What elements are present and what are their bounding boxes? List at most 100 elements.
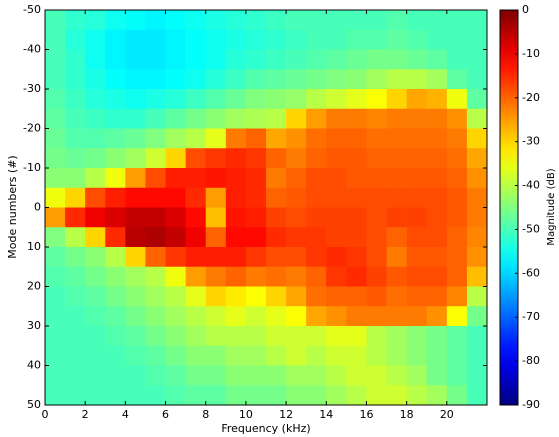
heat-cell	[266, 69, 287, 90]
heat-cell	[366, 128, 387, 149]
heat-cell	[366, 29, 387, 50]
heat-cell	[306, 306, 327, 327]
heat-cell	[125, 49, 146, 70]
heat-cell	[205, 306, 227, 327]
heat-cell	[406, 10, 428, 31]
heat-cell	[386, 306, 407, 327]
heat-cell	[406, 306, 428, 327]
heat-cell	[326, 247, 347, 268]
heat-cell	[326, 187, 347, 208]
heat-cell	[326, 286, 347, 307]
heat-cell	[85, 306, 106, 327]
heat-cell	[85, 345, 106, 366]
heat-cell	[406, 326, 428, 347]
heat-cell	[165, 345, 186, 366]
heat-cell	[65, 286, 86, 307]
x-axis-label: Frequency (kHz)	[221, 422, 310, 435]
heat-cell	[85, 266, 106, 287]
heat-cell	[165, 385, 186, 406]
heat-cell	[386, 266, 407, 287]
heat-cell	[225, 10, 247, 31]
heat-cell	[286, 69, 307, 90]
heat-cell	[346, 187, 367, 208]
heat-cell	[45, 89, 66, 110]
heat-cell	[65, 187, 86, 208]
heat-cell	[346, 227, 367, 248]
heat-cell	[125, 29, 146, 50]
heat-cell	[426, 89, 448, 110]
heat-cell	[326, 128, 347, 149]
heat-cell	[306, 128, 327, 149]
heat-cell	[85, 108, 106, 129]
heat-cell	[85, 148, 106, 169]
heat-cell	[466, 207, 488, 228]
y-tick-label: -20	[23, 122, 41, 135]
heat-cell	[346, 10, 367, 31]
heat-cell	[426, 148, 448, 169]
heat-cell	[406, 345, 428, 366]
heat-cell	[266, 148, 287, 169]
x-tick-label: 0	[42, 408, 49, 421]
heat-cell	[286, 10, 307, 31]
heat-cell	[225, 69, 247, 90]
heat-cell	[125, 10, 146, 31]
heat-cell	[45, 29, 66, 50]
heat-cell	[366, 10, 387, 31]
heat-cell	[245, 345, 267, 366]
heat-cell	[185, 247, 207, 268]
heat-cell	[306, 385, 327, 406]
heat-cell	[466, 128, 488, 149]
heat-cell	[326, 365, 347, 386]
heat-cell	[386, 108, 407, 129]
heat-cell	[185, 227, 207, 248]
heat-cell	[286, 168, 307, 189]
heat-cell	[446, 128, 468, 149]
heat-cell	[165, 306, 186, 327]
heat-cell	[406, 207, 428, 228]
heat-cell	[145, 345, 166, 366]
heat-cell	[286, 49, 307, 70]
heat-cell	[366, 69, 387, 90]
heat-cell	[286, 148, 307, 169]
heat-cell	[205, 326, 227, 347]
heat-cell	[65, 148, 86, 169]
heat-cell	[266, 365, 287, 386]
heat-cell	[85, 29, 106, 50]
heat-cell	[466, 168, 488, 189]
heat-cell	[406, 69, 428, 90]
heat-cell	[286, 227, 307, 248]
heat-cell	[426, 326, 448, 347]
y-tick-label: 30	[27, 319, 41, 332]
heat-cell	[245, 168, 267, 189]
heat-cell	[286, 365, 307, 386]
heat-cell	[306, 168, 327, 189]
heat-cell	[366, 89, 387, 110]
heat-cell	[306, 207, 327, 228]
heat-cell	[366, 227, 387, 248]
heat-cell	[145, 29, 166, 50]
heat-cell	[45, 207, 66, 228]
x-tick-label: 10	[239, 408, 253, 421]
heat-cell	[266, 207, 287, 228]
heat-cell	[245, 29, 267, 50]
heat-cell	[165, 247, 186, 268]
heat-cell	[366, 266, 387, 287]
heat-cell	[65, 49, 86, 70]
heat-cell	[386, 49, 407, 70]
heat-cell	[65, 168, 86, 189]
heat-cell	[65, 385, 86, 406]
heat-cell	[446, 148, 468, 169]
heat-cell	[205, 385, 227, 406]
heat-cell	[125, 128, 146, 149]
heat-cell	[245, 365, 267, 386]
heat-cell	[446, 385, 468, 406]
heat-cell	[105, 187, 126, 208]
heat-cell	[225, 345, 247, 366]
heat-cell	[105, 345, 126, 366]
heat-cell	[145, 247, 166, 268]
heat-cell	[386, 345, 407, 366]
heat-cell	[266, 345, 287, 366]
heat-cell	[205, 247, 227, 268]
heat-cell	[326, 49, 347, 70]
heat-cell	[386, 168, 407, 189]
